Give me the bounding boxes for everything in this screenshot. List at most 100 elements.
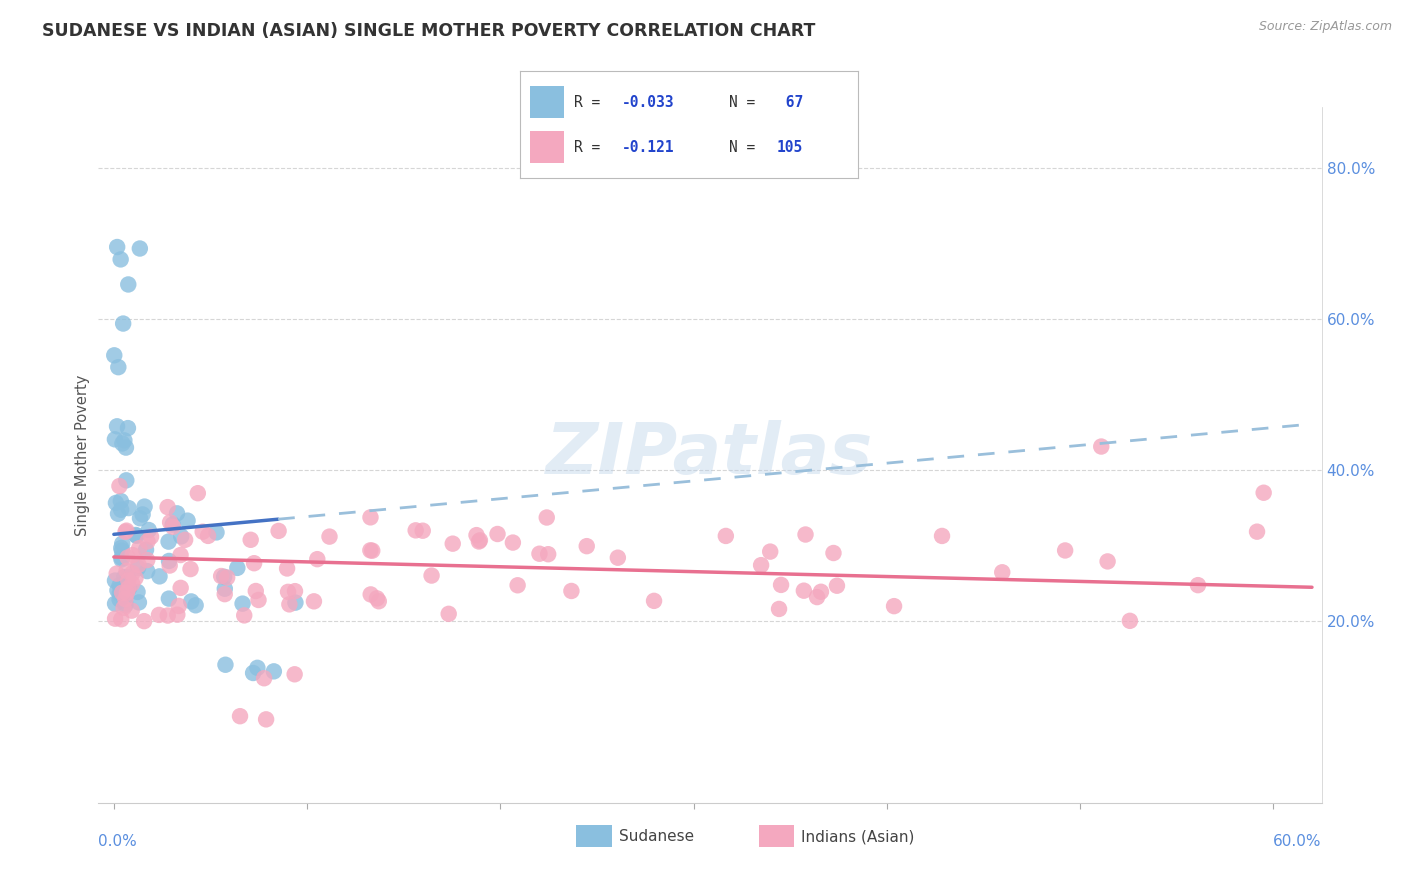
Point bbox=[125, 528, 148, 542]
Point bbox=[112, 434, 135, 448]
Point bbox=[108, 586, 131, 600]
Point bbox=[157, 534, 180, 549]
Text: Source: ZipAtlas.com: Source: ZipAtlas.com bbox=[1258, 20, 1392, 33]
Point bbox=[117, 550, 139, 565]
Point bbox=[883, 599, 905, 614]
Text: 0.0%: 0.0% bbox=[98, 834, 138, 849]
Point bbox=[117, 501, 139, 516]
Point bbox=[502, 535, 524, 549]
Text: -0.033: -0.033 bbox=[621, 95, 673, 110]
Point bbox=[117, 277, 139, 292]
Point bbox=[107, 507, 129, 521]
Point bbox=[180, 562, 202, 576]
Point bbox=[560, 584, 582, 599]
Point bbox=[749, 558, 772, 573]
Point bbox=[117, 421, 139, 435]
Point bbox=[115, 586, 138, 600]
Point bbox=[162, 517, 184, 532]
Point bbox=[117, 582, 139, 596]
Point bbox=[465, 528, 488, 542]
Point bbox=[115, 473, 138, 487]
Point bbox=[110, 252, 132, 267]
Point bbox=[121, 604, 143, 618]
Point bbox=[111, 550, 134, 565]
Point bbox=[107, 360, 129, 375]
Point bbox=[770, 578, 793, 592]
Point bbox=[131, 508, 153, 522]
Point bbox=[1090, 440, 1112, 454]
Point bbox=[121, 566, 143, 581]
Point bbox=[278, 598, 301, 612]
Point bbox=[170, 529, 193, 543]
Point bbox=[115, 524, 138, 538]
Point bbox=[412, 524, 434, 538]
Point bbox=[105, 240, 128, 254]
Point bbox=[114, 524, 136, 539]
Text: Sudanese: Sudanese bbox=[619, 830, 693, 844]
Point bbox=[125, 529, 148, 543]
Point bbox=[148, 607, 170, 622]
Point bbox=[110, 541, 132, 555]
Text: 67: 67 bbox=[776, 95, 803, 110]
Point bbox=[643, 594, 665, 608]
Point bbox=[284, 584, 307, 599]
Point bbox=[135, 542, 157, 557]
Point bbox=[105, 419, 128, 434]
Point bbox=[104, 574, 127, 588]
Point bbox=[114, 596, 136, 610]
Point bbox=[166, 507, 188, 521]
Point bbox=[110, 612, 132, 626]
Point bbox=[159, 516, 181, 530]
Point bbox=[104, 433, 127, 447]
Text: Indians (Asian): Indians (Asian) bbox=[801, 830, 915, 844]
Point bbox=[243, 556, 266, 570]
Point bbox=[366, 591, 388, 606]
Point bbox=[114, 598, 136, 612]
Point bbox=[156, 500, 179, 515]
Point bbox=[931, 529, 953, 543]
Point bbox=[360, 587, 382, 601]
Point bbox=[157, 591, 180, 606]
Point bbox=[768, 602, 790, 616]
Y-axis label: Single Mother Poverty: Single Mother Poverty bbox=[75, 375, 90, 535]
Point bbox=[714, 529, 737, 543]
Point bbox=[136, 534, 159, 549]
Point bbox=[110, 582, 132, 596]
Point bbox=[157, 554, 180, 568]
Point bbox=[277, 585, 299, 599]
Text: R =: R = bbox=[574, 95, 609, 110]
Point bbox=[810, 584, 832, 599]
Point bbox=[184, 599, 207, 613]
Point bbox=[112, 317, 135, 331]
Point bbox=[103, 348, 125, 362]
Point bbox=[437, 607, 460, 621]
Point bbox=[118, 581, 141, 595]
Point bbox=[794, 527, 817, 541]
Point bbox=[217, 570, 239, 584]
Point bbox=[134, 500, 156, 514]
Point bbox=[441, 536, 464, 550]
Point bbox=[232, 597, 254, 611]
Point bbox=[486, 527, 509, 541]
Point bbox=[991, 566, 1014, 580]
Point bbox=[111, 536, 134, 550]
Point bbox=[176, 514, 198, 528]
Point bbox=[124, 571, 146, 585]
Point bbox=[159, 558, 181, 573]
Point bbox=[205, 525, 228, 540]
Point bbox=[1253, 485, 1275, 500]
Point bbox=[114, 592, 136, 607]
Point bbox=[110, 552, 132, 566]
Point bbox=[537, 547, 560, 561]
Point bbox=[359, 543, 381, 558]
Text: N =: N = bbox=[730, 95, 765, 110]
Point bbox=[139, 530, 162, 544]
Point bbox=[111, 543, 134, 558]
Point bbox=[245, 584, 267, 599]
Point bbox=[169, 548, 191, 562]
Point bbox=[302, 594, 325, 608]
Point bbox=[104, 612, 127, 626]
Point bbox=[110, 494, 132, 508]
Point bbox=[254, 712, 277, 726]
Point bbox=[110, 502, 132, 516]
